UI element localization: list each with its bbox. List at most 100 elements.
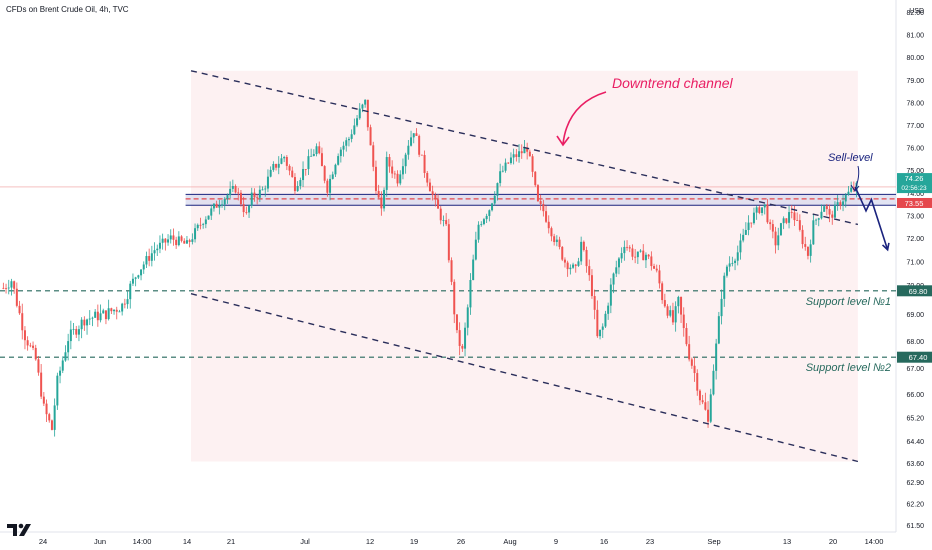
channel-upper-line bbox=[190, 70, 859, 226]
candle-body bbox=[237, 192, 240, 194]
tradingview-logo-icon[interactable] bbox=[6, 522, 36, 538]
candle-body bbox=[577, 261, 580, 266]
candle-body bbox=[23, 330, 26, 341]
candle-body bbox=[299, 180, 302, 186]
price-tick-label: 75.00 bbox=[906, 168, 924, 175]
candle-body bbox=[169, 235, 172, 240]
candle-body bbox=[596, 309, 599, 337]
candle-body bbox=[304, 169, 307, 170]
candle-body bbox=[601, 326, 604, 330]
candle-body bbox=[469, 280, 472, 308]
candle-body bbox=[347, 138, 350, 141]
candle-body bbox=[593, 296, 596, 310]
candle-body bbox=[183, 240, 186, 244]
candle-body bbox=[180, 236, 183, 241]
candle-body bbox=[523, 147, 526, 154]
time-tick-label: 26 bbox=[457, 537, 465, 546]
candle-body bbox=[293, 177, 296, 192]
candle-body bbox=[669, 310, 672, 316]
candle-body bbox=[836, 202, 839, 205]
candle-body bbox=[466, 307, 469, 328]
candle-body bbox=[771, 224, 774, 232]
candle-body bbox=[615, 267, 618, 274]
candle-body bbox=[777, 235, 780, 246]
candle-body bbox=[566, 262, 569, 270]
candle-body bbox=[588, 266, 591, 276]
price-tick-label: 68.00 bbox=[906, 339, 924, 346]
candle-body bbox=[291, 170, 294, 178]
candle-body bbox=[520, 151, 523, 154]
candle-body bbox=[156, 248, 159, 251]
candle-body bbox=[266, 176, 269, 189]
candle-body bbox=[191, 239, 194, 242]
candle-body bbox=[850, 187, 853, 192]
annotation-channel-arrowhead bbox=[556, 135, 570, 147]
candle-body bbox=[847, 191, 850, 195]
candle-body bbox=[48, 414, 51, 421]
candle-body bbox=[67, 341, 70, 353]
candle-body bbox=[129, 283, 132, 300]
candle-body bbox=[277, 163, 280, 168]
candle-body bbox=[688, 344, 691, 360]
candle-body bbox=[410, 137, 413, 146]
candle-body bbox=[731, 262, 734, 264]
candle-body bbox=[793, 212, 796, 221]
candle-body bbox=[158, 242, 161, 249]
candle-body bbox=[623, 246, 626, 254]
candle-body bbox=[234, 186, 237, 193]
candle-body bbox=[609, 284, 612, 306]
candle-body bbox=[744, 229, 747, 235]
candle-body bbox=[655, 268, 658, 271]
candle-body bbox=[80, 319, 83, 330]
candle-body bbox=[472, 259, 475, 281]
candle-body bbox=[45, 403, 48, 415]
candle-body bbox=[229, 188, 232, 196]
candle-body bbox=[480, 224, 483, 225]
candle-body bbox=[477, 224, 480, 240]
candle-body bbox=[636, 251, 639, 258]
candle-body bbox=[188, 240, 191, 242]
candle-body bbox=[536, 185, 539, 202]
candle-body bbox=[671, 310, 674, 323]
candle-body bbox=[685, 328, 688, 345]
candle-body bbox=[288, 165, 291, 171]
price-tick-label: 82.00 bbox=[906, 10, 924, 17]
annotation-downtrend-channel: Downtrend channel bbox=[612, 75, 734, 91]
candle-body bbox=[553, 236, 556, 243]
candle-body bbox=[131, 278, 134, 284]
candle-body bbox=[221, 204, 224, 206]
marker-price-badge: 73.55 bbox=[897, 197, 932, 208]
candle-body bbox=[161, 238, 164, 243]
candle-body bbox=[342, 145, 345, 150]
candle-body bbox=[547, 221, 550, 229]
current-price-badge-bg bbox=[897, 173, 932, 194]
forecast-arrowhead bbox=[881, 242, 890, 252]
forecast-path bbox=[854, 186, 889, 250]
time-tick-label: 21 bbox=[227, 537, 235, 546]
candle-body bbox=[329, 178, 332, 193]
candle-body bbox=[242, 204, 245, 213]
candle-body bbox=[758, 207, 761, 213]
price-tick-label: 72.00 bbox=[906, 236, 924, 243]
candle-body bbox=[207, 215, 210, 220]
candle-body bbox=[626, 246, 629, 248]
price-tick-label: 78.00 bbox=[906, 100, 924, 107]
candle-body bbox=[423, 154, 426, 173]
candle-body bbox=[563, 259, 566, 263]
candle-body bbox=[439, 208, 442, 221]
candle-body bbox=[407, 145, 410, 155]
candle-body bbox=[401, 166, 404, 175]
candle-body bbox=[499, 171, 502, 184]
candle-body bbox=[545, 211, 548, 222]
candle-body bbox=[153, 250, 156, 254]
price-tick-label: 64.40 bbox=[906, 439, 924, 446]
candle-body bbox=[782, 218, 785, 224]
candle-body bbox=[256, 197, 259, 199]
candle-body bbox=[515, 154, 518, 157]
candle-body bbox=[801, 229, 804, 245]
candle-body bbox=[674, 306, 677, 323]
candle-body bbox=[734, 260, 737, 263]
candle-body bbox=[323, 166, 326, 181]
